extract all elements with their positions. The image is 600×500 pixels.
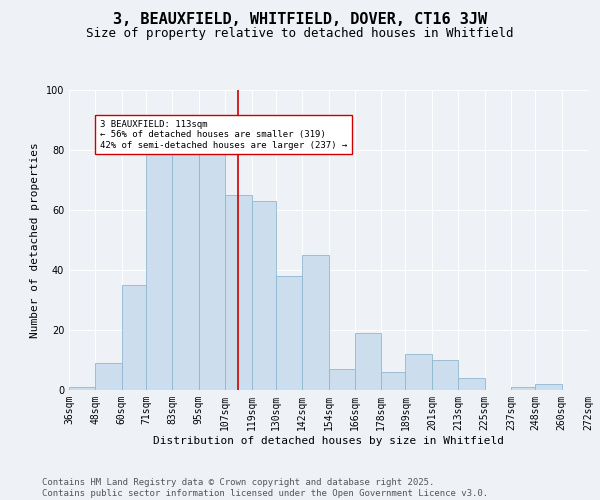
Bar [146,144,172,390]
Text: Size of property relative to detached houses in Whitfield: Size of property relative to detached ho… [86,28,514,40]
Bar [329,369,355,390]
Bar [406,354,432,390]
Bar [276,276,302,390]
X-axis label: Distribution of detached houses by size in Whitfield: Distribution of detached houses by size … [153,436,504,446]
Bar [95,363,122,390]
Bar [302,255,329,390]
Bar [69,387,95,390]
Bar [432,360,458,390]
Bar [458,378,485,390]
Bar [355,333,381,390]
Text: 3 BEAUXFIELD: 113sqm
← 56% of detached houses are smaller (319)
42% of semi-deta: 3 BEAUXFIELD: 113sqm ← 56% of detached h… [100,120,347,150]
Bar [381,372,406,390]
Bar [172,153,199,390]
Text: Contains HM Land Registry data © Crown copyright and database right 2025.
Contai: Contains HM Land Registry data © Crown c… [42,478,488,498]
Y-axis label: Number of detached properties: Number of detached properties [30,142,40,338]
Text: 3, BEAUXFIELD, WHITFIELD, DOVER, CT16 3JW: 3, BEAUXFIELD, WHITFIELD, DOVER, CT16 3J… [113,12,487,28]
Bar [511,387,535,390]
Bar [535,384,562,390]
Bar [251,201,276,390]
Bar [199,141,225,390]
Bar [225,195,251,390]
Bar [122,285,146,390]
